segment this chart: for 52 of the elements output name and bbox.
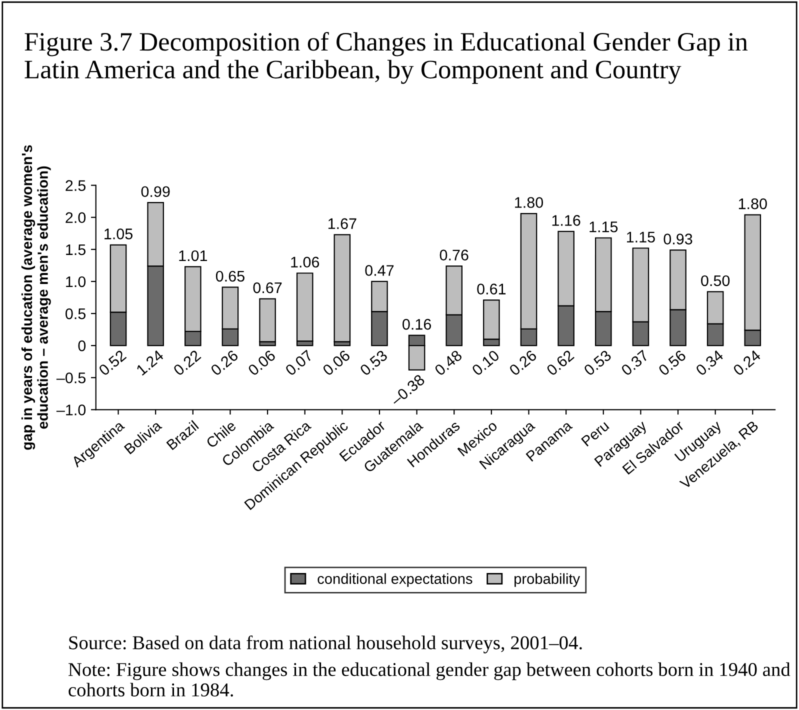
data-label: 1.24 — [136, 349, 164, 376]
data-label: 0.26 — [210, 350, 239, 376]
data-label: 1.80 — [738, 198, 767, 210]
data-label: 0.10 — [471, 349, 500, 376]
bar — [259, 298, 276, 342]
data-label: 1.15 — [590, 222, 618, 232]
data-label: 0.37 — [620, 350, 650, 376]
source-note: Source: Based on data from national household surveys, 2001–04. — [69, 635, 582, 654]
data-label: 0.52 — [98, 350, 127, 376]
data-label: 0.93 — [664, 234, 692, 244]
data-label: 1.67 — [328, 218, 356, 230]
data-label: 0.67 — [253, 282, 282, 294]
data-label: 1.15 — [626, 232, 655, 243]
bar — [334, 234, 351, 342]
legend-label: conditional expectations — [318, 573, 472, 587]
data-label: 0.53 — [583, 350, 612, 376]
y-tick-label: 0.5 — [66, 308, 86, 320]
data-label: 0.61 — [477, 284, 506, 294]
y-tick-label: –0.5 — [56, 372, 86, 384]
data-label: 0.06 — [247, 350, 276, 376]
data-label: 0.07 — [284, 350, 314, 376]
data-label: 0.34 — [695, 349, 724, 376]
data-label: 1.01 — [179, 250, 208, 262]
y-tick-label: 2.5 — [66, 180, 86, 191]
data-label: 1.16 — [552, 215, 580, 226]
data-label: 0.62 — [546, 350, 575, 376]
data-label: 0.24 — [732, 349, 762, 376]
text: Note: Figure shows changes in the educational gender gap between cohorts born in 1940 and cohorts born in 1984. — [68, 662, 790, 697]
data-label: 0.76 — [440, 250, 468, 260]
data-label: 1.80 — [515, 197, 544, 208]
data-label: 0.16 — [402, 318, 431, 330]
bar — [296, 272, 314, 342]
data-label: 0.65 — [216, 270, 244, 282]
data-label: 0.26 — [508, 350, 538, 376]
legend-label: probability — [514, 573, 580, 587]
data-label: 0.06 — [322, 350, 351, 376]
y-tick-label: 0 — [78, 340, 86, 352]
data-label: 1.05 — [104, 228, 132, 240]
y-tick-label: 1.0 — [66, 276, 86, 288]
data-label: 0.48 — [434, 350, 463, 376]
y-tick-label: 1.5 — [66, 244, 86, 256]
data-label: 0.22 — [172, 350, 202, 376]
data-label: 0.56 — [658, 350, 687, 376]
y-tick-label: –1.0 — [56, 404, 86, 416]
data-label: 0.50 — [701, 275, 730, 286]
data-label: 0.47 — [365, 265, 394, 276]
data-label: 1.06 — [291, 256, 320, 268]
data-label: 0.99 — [141, 186, 170, 198]
chart-title: Figure 3.7 Decomposition of Changes in Educational Gender Gap in Latin America and the Caribbean, by Component and Country — [24, 32, 748, 84]
y-axis-title: gap in years of education (average women's education – average men's education) — [21, 145, 51, 450]
data-label: 0.53 — [359, 350, 388, 376]
y-tick-label: 2.0 — [66, 212, 86, 224]
